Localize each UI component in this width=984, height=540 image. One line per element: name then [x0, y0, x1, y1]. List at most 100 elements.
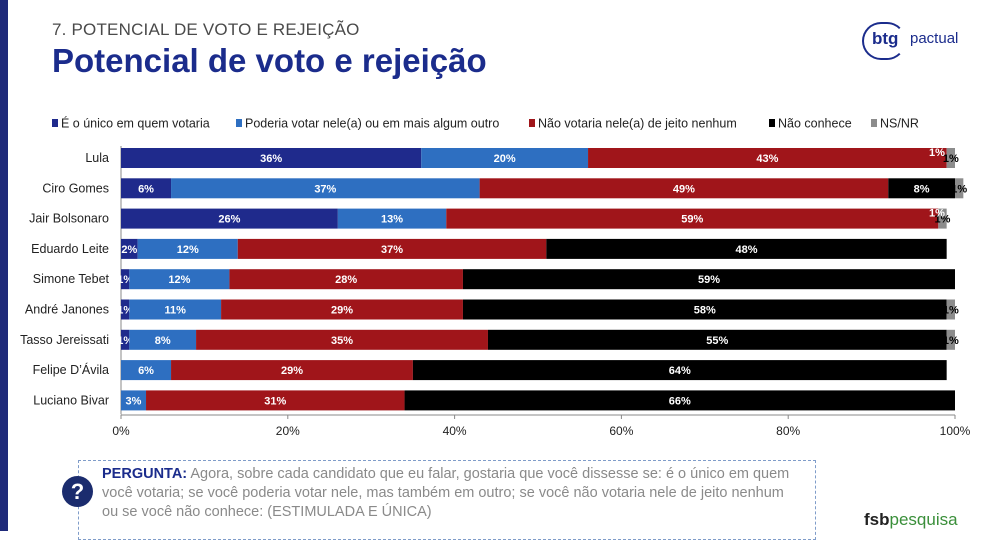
bar-segment	[121, 148, 422, 168]
x-tick-label: 80%	[776, 424, 800, 438]
legend-label: Não votaria nele(a) de jeito nenhum	[538, 117, 737, 131]
data-label: 6%	[138, 183, 154, 195]
data-label: 1%	[943, 305, 959, 317]
question-text-block: PERGUNTA: Agora, sobre cada candidato qu…	[102, 465, 792, 522]
fsb-logo-part2: pesquisa	[889, 510, 958, 529]
bar-segment	[404, 390, 955, 411]
bar-segment	[121, 360, 172, 381]
bar-segment	[479, 178, 889, 199]
data-label-extra: 1%	[929, 208, 945, 220]
data-label: 1%	[943, 335, 959, 347]
bar-segment	[421, 148, 589, 168]
data-label: 58%	[694, 305, 716, 317]
fsb-pesquisa-logo: fsbpesquisa	[864, 510, 958, 530]
data-label: 48%	[735, 244, 757, 256]
bar-segment	[462, 299, 947, 320]
bar-segment	[446, 208, 939, 229]
page-title: Potencial de voto e rejeição	[52, 42, 487, 79]
bar-segment	[171, 360, 413, 381]
bar-segment	[121, 178, 172, 199]
bar-segment	[412, 360, 947, 381]
category-label: Eduardo Leite	[31, 242, 109, 256]
bar-segment	[121, 329, 130, 350]
x-tick-label: 60%	[609, 424, 633, 438]
data-label: 12%	[168, 274, 190, 286]
bar-segment	[462, 269, 955, 290]
data-label: 43%	[756, 153, 778, 165]
bar-segment	[337, 208, 447, 229]
data-label: 1%	[117, 305, 133, 317]
data-label: 49%	[673, 183, 695, 195]
bar-segment	[129, 329, 197, 350]
legend-swatch	[769, 119, 775, 127]
data-label: 3%	[126, 395, 142, 407]
data-label: 20%	[494, 153, 516, 165]
logo-ring-icon	[862, 22, 906, 60]
x-tick-label: 20%	[276, 424, 300, 438]
data-label: 37%	[314, 183, 336, 195]
data-label-extra: 1%	[929, 147, 945, 159]
bar-segment	[946, 148, 955, 168]
data-label: 64%	[669, 365, 691, 377]
data-label: 1%	[935, 214, 951, 226]
bar-segment	[487, 329, 947, 350]
data-label: 66%	[669, 395, 691, 407]
bar-segment	[196, 329, 488, 350]
legend-label: Poderia votar nele(a) ou em mais algum o…	[245, 117, 499, 131]
x-tick-label: 0%	[112, 424, 130, 438]
data-label: 37%	[381, 244, 403, 256]
bar-segment	[121, 390, 147, 411]
data-label: 2%	[121, 244, 137, 256]
data-label: 35%	[331, 335, 353, 347]
category-label: Jair Bolsonaro	[29, 212, 109, 226]
data-label: 6%	[138, 365, 154, 377]
category-label: André Janones	[25, 303, 109, 317]
data-label: 1%	[117, 335, 133, 347]
data-label: 36%	[260, 153, 282, 165]
data-label: 13%	[381, 214, 403, 226]
category-label: Lula	[85, 151, 109, 165]
accent-stripe	[0, 0, 8, 531]
data-label: 1%	[117, 274, 133, 286]
bar-segment	[121, 238, 138, 259]
legend-label: Não conhece	[778, 117, 852, 131]
bar-segment	[237, 238, 547, 259]
legend-label: É o único em quem votaria	[61, 116, 210, 131]
bar-segment	[938, 208, 947, 229]
bar-segment	[137, 238, 238, 259]
bar-segment	[171, 178, 480, 199]
legend-swatch	[236, 119, 242, 127]
data-label: 55%	[706, 335, 728, 347]
bar-segment	[946, 299, 955, 320]
bar-segment	[221, 299, 463, 320]
bar-segment	[888, 178, 955, 199]
category-label: Luciano Bivar	[33, 393, 109, 407]
logo-suffix-text: pactual	[910, 30, 959, 47]
data-label: 1%	[943, 153, 959, 165]
data-label: 29%	[281, 365, 303, 377]
logo-brand-text: btg	[872, 29, 899, 48]
btg-pactual-logo: btg pactual	[862, 22, 962, 60]
question-icon: ?	[62, 476, 93, 507]
data-label: 59%	[698, 274, 720, 286]
question-label: PERGUNTA:	[102, 466, 188, 482]
category-label: Ciro Gomes	[42, 181, 109, 195]
x-tick-label: 100%	[940, 424, 971, 438]
data-label: 28%	[335, 274, 357, 286]
bar-segment	[121, 299, 130, 320]
data-label: 12%	[177, 244, 199, 256]
legend-swatch	[529, 119, 535, 127]
section-title: 7. POTENCIAL DE VOTO E REJEIÇÃO	[52, 20, 360, 39]
category-label: Simone Tebet	[33, 272, 110, 286]
data-label: 26%	[218, 214, 240, 226]
bar-segment	[129, 299, 222, 320]
data-label: 8%	[914, 183, 930, 195]
question-text: Agora, sobre cada candidato que eu falar…	[102, 466, 790, 520]
bar-segment	[121, 269, 130, 290]
bar-segment	[546, 238, 947, 259]
legend-swatch	[52, 119, 58, 127]
bar-segment	[588, 148, 947, 168]
bar-segment	[955, 178, 964, 199]
data-label: 59%	[681, 214, 703, 226]
x-tick-label: 40%	[443, 424, 467, 438]
